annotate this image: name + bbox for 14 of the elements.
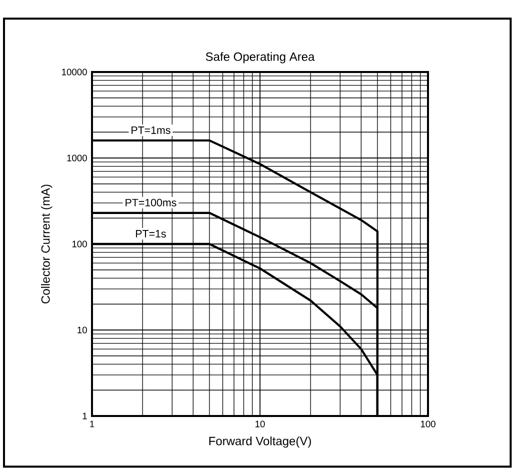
series-label: PT=1s xyxy=(136,230,166,238)
x-axis-title: Forward Voltage(V) xyxy=(209,436,311,448)
y-axis-title: Collector Current (mA) xyxy=(41,184,52,304)
y-tick-label: 10000 xyxy=(62,68,87,76)
x-tick-label: 1 xyxy=(90,420,94,428)
y-tick-label: 10 xyxy=(78,326,87,334)
series-label: PT=1ms xyxy=(132,126,170,134)
chart-title: Safe Operating Area xyxy=(206,52,315,64)
x-tick-label: 10 xyxy=(256,420,265,428)
y-tick-label: 100 xyxy=(72,240,87,248)
x-tick-label: 100 xyxy=(420,420,436,428)
y-tick-label: 1000 xyxy=(67,154,87,162)
series-label: PT=100ms xyxy=(126,198,176,206)
y-tick-label: 1 xyxy=(82,412,87,420)
